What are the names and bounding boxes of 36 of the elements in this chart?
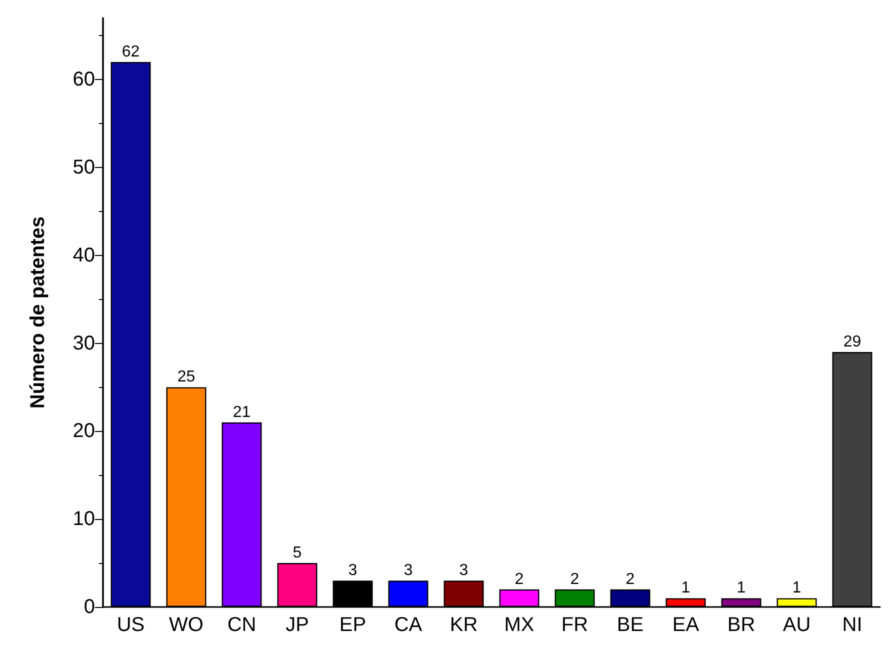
x-tick-label: EP (339, 614, 366, 636)
data-label: 2 (626, 570, 635, 588)
x-tick-label: AU (782, 614, 811, 636)
x-tick-label: MX (504, 614, 534, 636)
data-label: 1 (736, 580, 746, 597)
x-tick-label: BR (727, 614, 756, 636)
y-tick-label: 50 (72, 156, 95, 178)
y-tick-label: 0 (84, 596, 95, 618)
y-tick-label: 20 (72, 420, 95, 442)
x-tick-label: BE (616, 614, 644, 636)
x-tick-label: JP (286, 614, 309, 636)
x-tick-label: KR (450, 614, 478, 636)
y-tick-label: 40 (72, 244, 95, 266)
x-tick-label: CA (394, 614, 423, 636)
y-tick-label: 10 (72, 508, 95, 530)
data-label: 21 (232, 404, 251, 421)
x-tick-label: NI (842, 614, 862, 636)
x-tick-label: FR (561, 614, 588, 636)
data-label: 1 (792, 580, 802, 597)
data-label: 1 (681, 580, 690, 597)
data-label: 62 (122, 43, 140, 60)
data-label: 3 (459, 562, 468, 580)
y-axis-title: Número de patentes (27, 216, 49, 409)
x-tick-label: US (116, 614, 145, 636)
data-label: 2 (570, 570, 580, 588)
x-tick-label: CN (227, 614, 256, 636)
y-tick-label: 30 (72, 332, 95, 354)
data-label: 3 (348, 562, 358, 580)
data-label: 25 (177, 368, 196, 386)
x-tick-label: WO (169, 614, 204, 636)
x-tick-label: EA (672, 614, 700, 636)
data-label: 5 (292, 544, 302, 562)
data-label: 3 (404, 562, 413, 580)
data-label: 29 (843, 334, 862, 351)
y-tick-label: 60 (72, 68, 95, 91)
data-label: 2 (514, 570, 524, 588)
